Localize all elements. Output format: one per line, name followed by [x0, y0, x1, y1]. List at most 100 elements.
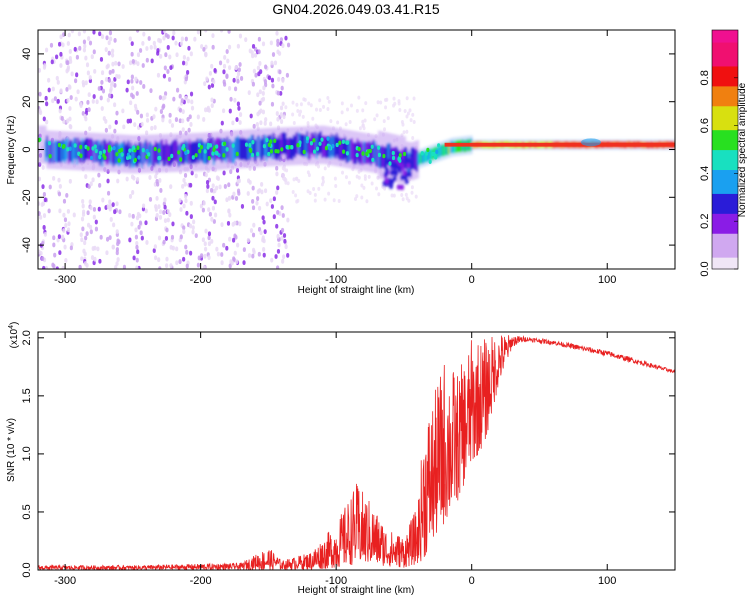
band-core — [210, 137, 212, 160]
band-core — [421, 151, 424, 164]
noise-dot — [213, 67, 217, 73]
band-core — [233, 141, 235, 164]
noise-dot — [375, 186, 379, 191]
noise-dot — [251, 198, 255, 204]
band-core — [201, 141, 204, 164]
band-core — [272, 132, 275, 155]
spectrogram-y-tick-label: -20 — [21, 189, 33, 205]
noise-dot — [271, 52, 276, 57]
band-core — [62, 138, 65, 161]
speckle — [331, 144, 335, 149]
noise-dot — [204, 107, 208, 113]
band-core — [261, 137, 264, 160]
band-core — [341, 138, 344, 161]
noise-dot — [200, 253, 204, 259]
noise-dot — [410, 185, 414, 190]
noise-dot — [317, 164, 321, 169]
band-core — [157, 142, 160, 165]
band-core — [317, 133, 319, 156]
band-core — [48, 142, 51, 164]
noise-dot — [44, 265, 48, 269]
noise-dot — [180, 98, 184, 103]
noise-dot — [66, 65, 70, 70]
band-core — [80, 141, 82, 163]
speckle — [345, 140, 349, 145]
colorbar-cell — [712, 69, 738, 75]
snr-y-tick-label: 0.0 — [21, 562, 33, 577]
noise-dot — [157, 235, 162, 241]
noise-dot — [164, 52, 168, 58]
speckle — [167, 156, 171, 162]
noise-dot — [78, 45, 82, 51]
noise-dot — [398, 108, 402, 113]
noise-dot — [80, 237, 84, 243]
noise-dot — [91, 177, 95, 183]
noise-dot — [191, 225, 195, 231]
snr-plot-area — [38, 335, 675, 570]
noise-dot — [184, 76, 188, 82]
noise-dot — [327, 99, 331, 104]
noise-dot — [252, 222, 256, 228]
speckle — [117, 158, 121, 163]
band-core — [245, 139, 248, 162]
noise-dot — [188, 114, 192, 120]
band-core — [454, 140, 456, 153]
band-core — [260, 139, 263, 162]
noise-dot — [140, 121, 144, 127]
noise-dot — [292, 121, 296, 126]
noise-dot — [232, 237, 236, 243]
band-core — [372, 139, 375, 162]
speckle — [269, 139, 273, 144]
noise-dot — [277, 242, 281, 248]
noise-dot — [237, 67, 241, 73]
noise-dot — [242, 247, 246, 253]
noise-dot — [384, 105, 388, 110]
noise-dot — [158, 214, 163, 220]
noise-dot — [236, 78, 240, 84]
speckle — [223, 141, 227, 146]
noise-dot — [104, 47, 108, 52]
noise-dot — [55, 54, 59, 60]
snr-y-tick-label: 1.5 — [21, 388, 33, 403]
band-core — [218, 138, 221, 160]
noise-dot — [181, 118, 185, 124]
noise-dot — [111, 68, 115, 74]
noise-dot — [251, 253, 255, 259]
noise-dot — [47, 87, 51, 93]
speckle — [312, 138, 316, 143]
speckle — [153, 146, 157, 152]
noise-dot — [111, 61, 115, 67]
noise-dot — [259, 230, 263, 236]
speckle — [341, 139, 346, 145]
noise-dot — [116, 178, 120, 184]
noise-dot — [276, 185, 280, 191]
band-halo — [41, 125, 44, 164]
speckle — [145, 148, 149, 154]
band-core — [437, 146, 440, 159]
noise-dot — [116, 241, 120, 247]
speckle — [235, 151, 239, 157]
band-core — [206, 142, 208, 164]
speckle — [225, 147, 229, 152]
noise-dot — [125, 87, 129, 93]
noise-dot — [225, 49, 229, 54]
band-core — [439, 144, 441, 157]
band-core — [441, 144, 444, 157]
noise-dot — [59, 34, 63, 40]
speckle — [47, 140, 52, 146]
noise-dot — [279, 105, 284, 111]
noise-dot — [251, 185, 255, 191]
snr-panel: -300 -200 -100 0 100 0.0 0.5 1.0 1.5 2.0 Height o… — [6, 322, 676, 596]
colorbar-cell — [712, 37, 738, 43]
band-core — [359, 143, 362, 165]
noise-dot — [185, 263, 189, 269]
noise-dot — [401, 197, 405, 202]
band-core — [105, 143, 108, 165]
colorbar-cell — [712, 30, 738, 35]
noise-dot — [154, 204, 158, 209]
speckle — [290, 145, 294, 150]
speckle — [211, 151, 215, 156]
noise-dot — [55, 75, 59, 81]
band-core — [390, 148, 393, 171]
noise-dot — [118, 209, 122, 215]
